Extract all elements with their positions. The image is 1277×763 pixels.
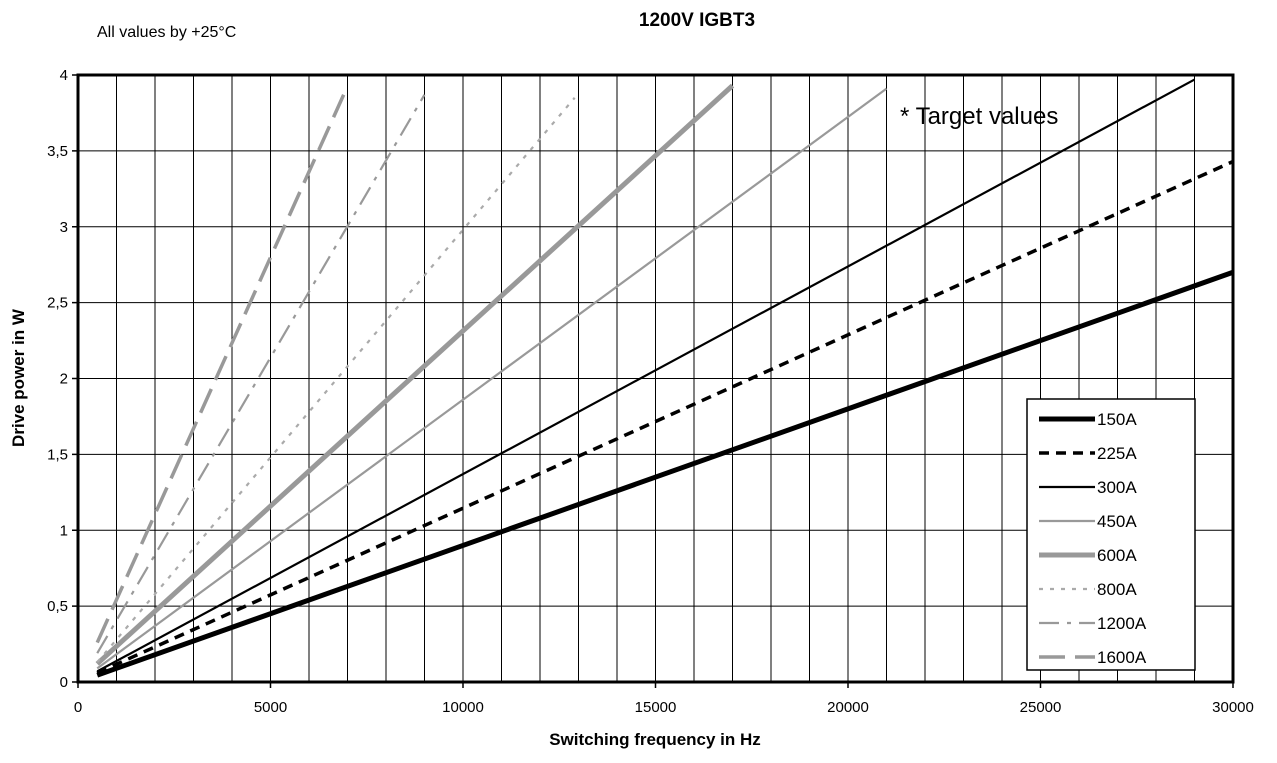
legend-box: [1026, 398, 1196, 671]
x-tick-label: 30000: [1212, 699, 1254, 716]
series-line-225a: [96, 159, 1234, 675]
legend-label: 300A: [1097, 478, 1137, 497]
y-tick-label: 3: [60, 219, 68, 236]
y-axis-label: Drive power in W: [9, 308, 28, 447]
series-line-1200a: [96, 94, 426, 654]
chart-title: 1200V IGBT3: [639, 10, 755, 31]
x-axis-label: Switching frequency in Hz: [549, 730, 761, 749]
target-values-annotation: * Target values: [900, 103, 1058, 130]
y-tick-label: 3,5: [47, 143, 68, 160]
chart-subtitle: All values by +25°C: [97, 24, 236, 41]
x-tick-label: 10000: [442, 699, 484, 716]
y-tick-label: 1: [60, 522, 68, 539]
series-line-800a: [96, 97, 576, 663]
legend-label: 1200A: [1097, 614, 1147, 633]
x-tick-label: 5000: [254, 699, 287, 716]
y-tick-label: 2: [60, 371, 68, 388]
series-line-600a: [95, 83, 735, 666]
legend-label: 225A: [1097, 444, 1137, 463]
series-line-1600a: [95, 94, 346, 644]
legend-label: 800A: [1097, 580, 1137, 599]
legend-label: 450A: [1097, 512, 1137, 531]
y-tick-label: 0: [60, 674, 68, 691]
y-tick-label: 2,5: [47, 295, 68, 312]
series-line-300a: [96, 78, 1196, 673]
series-lines: [95, 78, 1234, 678]
x-tick-label: 20000: [827, 699, 869, 716]
x-tick-label: 0: [74, 699, 82, 716]
axis-ticks: 0 5000 10000 15000 20000 25000 3000000,511,522…: [47, 67, 1254, 716]
series-line-450a: [96, 87, 888, 670]
x-tick-label: 25000: [1020, 699, 1062, 716]
legend-label: 600A: [1097, 546, 1137, 565]
y-tick-label: 0,5: [47, 598, 68, 615]
grid-lines: [78, 75, 1233, 682]
x-tick-label: 15000: [635, 699, 677, 716]
legend: 150A 225A 300A 450A 600A 800A 1200A 1600A: [1026, 398, 1196, 671]
series-line-150a: [96, 269, 1234, 678]
y-tick-label: 1,5: [47, 446, 68, 463]
y-tick-label: 4: [60, 67, 68, 84]
legend-label: 1600A: [1097, 648, 1147, 667]
legend-label: 150A: [1097, 410, 1137, 429]
